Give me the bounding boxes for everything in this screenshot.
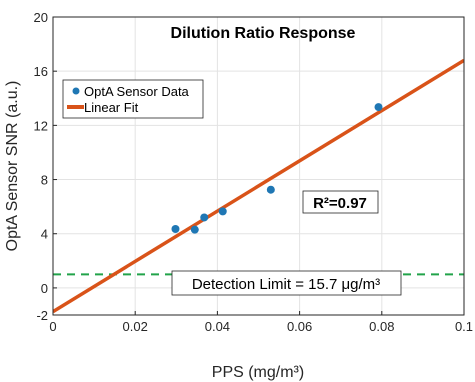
y-tick-label: -2 (36, 308, 48, 323)
x-tick-label: 0.02 (123, 319, 148, 334)
y-tick-label: 20 (34, 10, 48, 25)
x-tick-label: 0 (49, 319, 56, 334)
grid (52, 16, 465, 316)
chart-title: Dilution Ratio Response (171, 25, 356, 42)
plot-background (53, 17, 464, 315)
y-tick-label: 12 (34, 118, 48, 133)
data-point (218, 207, 227, 216)
data-point (266, 185, 275, 194)
y-tick-label: 4 (41, 227, 48, 242)
data-point (374, 103, 383, 112)
y-axis-label: OptA Sensor SNR (a.u.) (4, 81, 21, 252)
legend-box (62, 79, 204, 119)
y-tick-label: 16 (34, 64, 48, 79)
x-axis-ticks: 0 0.02 0.04 0.06 0.08 0.1 (49, 311, 473, 334)
x-tick-label: 0.04 (205, 319, 230, 334)
y-axis-ticks: -2 0 4 8 12 16 20 (34, 10, 57, 323)
y-tick-label: 0 (41, 281, 48, 296)
detection-limit-label: Detection Limit = 15.7 μg/m³ (192, 276, 380, 293)
detection-limit-box (171, 270, 402, 296)
x-tick-label: 0.1 (455, 319, 473, 334)
plot-frame (52, 16, 465, 316)
plot-area (52, 16, 465, 316)
r-squared-annotation: R²=0.97 (302, 190, 379, 214)
r-squared-box (302, 190, 379, 214)
legend-label-fit: Linear Fit (84, 100, 139, 115)
r-squared-label: R²=0.97 (313, 195, 367, 212)
legend: OptA Sensor Data Linear Fit (62, 79, 204, 119)
data-point (190, 225, 199, 234)
data-point (171, 224, 180, 233)
legend-label-data: OptA Sensor Data (84, 84, 190, 99)
legend-marker-data (72, 87, 80, 95)
y-tick-label: 8 (41, 173, 48, 188)
data-point (200, 213, 209, 222)
x-tick-label: 0.06 (287, 319, 312, 334)
x-tick-label: 0.08 (369, 319, 394, 334)
detection-limit-annotation: Detection Limit = 15.7 μg/m³ (171, 270, 402, 296)
x-axis-label: PPS (mg/m³) (212, 364, 304, 381)
linear-fit-line (53, 58, 464, 314)
